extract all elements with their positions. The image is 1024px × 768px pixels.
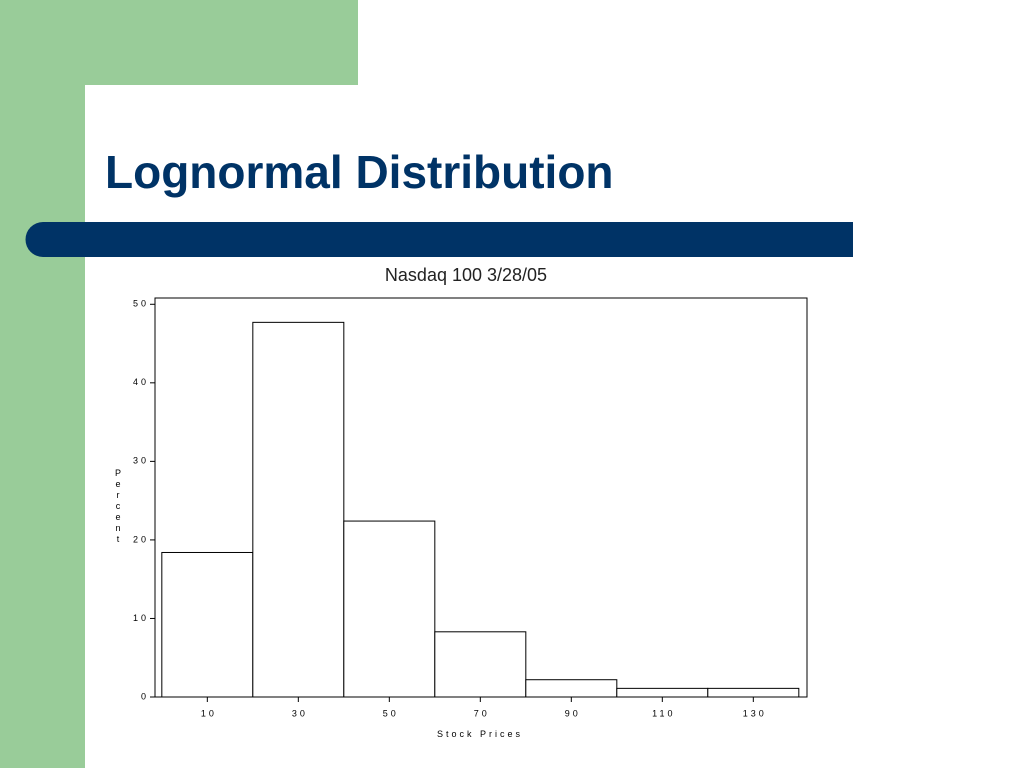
green-band-left [0,0,85,768]
bar [161,551,254,698]
bar [343,520,436,698]
y-tick-label: 0 [141,691,149,701]
x-tick-label: 10 [201,708,217,718]
chart-title: Nasdaq 100 3/28/05 [385,265,547,285]
x-axis-label: Stock Prices [437,729,523,739]
x-tick-label: 90 [565,708,581,718]
y-tick-label: 10 [133,613,149,623]
x-tick-label: 30 [292,708,308,718]
x-tick-label: 130 [743,708,767,718]
bar [252,321,345,698]
y-tick-label: 40 [133,377,149,387]
x-tick-label: 70 [474,708,490,718]
title-rule [25,222,853,257]
bar [616,687,709,698]
bar [707,687,800,698]
plot-frame [154,297,808,698]
x-tick-label: 50 [383,708,399,718]
y-tick-label: 50 [133,299,149,309]
bar [525,679,618,698]
x-tick-label: 110 [652,708,675,718]
slide-title: Lognormal Distribution [105,146,614,198]
y-axis-label: Percent [113,468,123,545]
bar [434,631,527,698]
y-tick-label: 20 [133,534,149,544]
plot: 0 10 20 30 40 50 10 30 50 70 90 110 130 [133,299,800,718]
y-tick-label: 30 [133,456,149,466]
